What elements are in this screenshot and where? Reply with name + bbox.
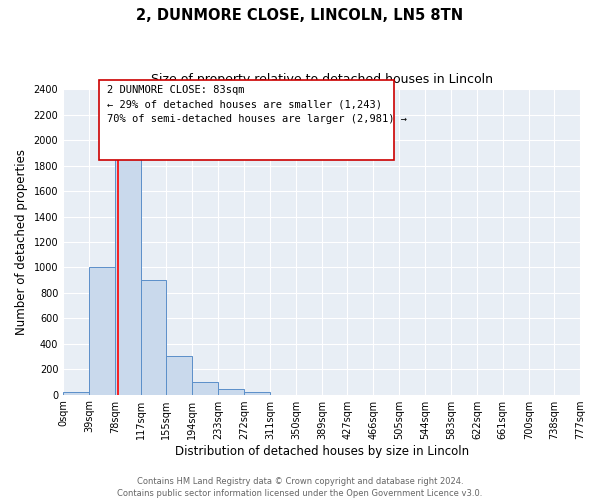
Y-axis label: Number of detached properties: Number of detached properties <box>15 149 28 335</box>
Title: Size of property relative to detached houses in Lincoln: Size of property relative to detached ho… <box>151 72 493 86</box>
Bar <box>115 158 141 394</box>
Bar <box>63 392 89 394</box>
X-axis label: Distribution of detached houses by size in Lincoln: Distribution of detached houses by size … <box>175 444 469 458</box>
Bar <box>166 356 192 395</box>
Text: 2 DUNMORE CLOSE: 83sqm
← 29% of detached houses are smaller (1,243)
70% of semi-: 2 DUNMORE CLOSE: 83sqm ← 29% of detached… <box>107 85 407 124</box>
Bar <box>244 392 270 394</box>
Bar <box>89 268 115 394</box>
Bar <box>218 390 244 394</box>
Text: 2, DUNMORE CLOSE, LINCOLN, LN5 8TN: 2, DUNMORE CLOSE, LINCOLN, LN5 8TN <box>136 8 464 22</box>
Bar <box>192 382 218 394</box>
Text: Contains HM Land Registry data © Crown copyright and database right 2024.
Contai: Contains HM Land Registry data © Crown c… <box>118 476 482 498</box>
FancyBboxPatch shape <box>100 80 394 160</box>
Bar <box>141 280 166 394</box>
